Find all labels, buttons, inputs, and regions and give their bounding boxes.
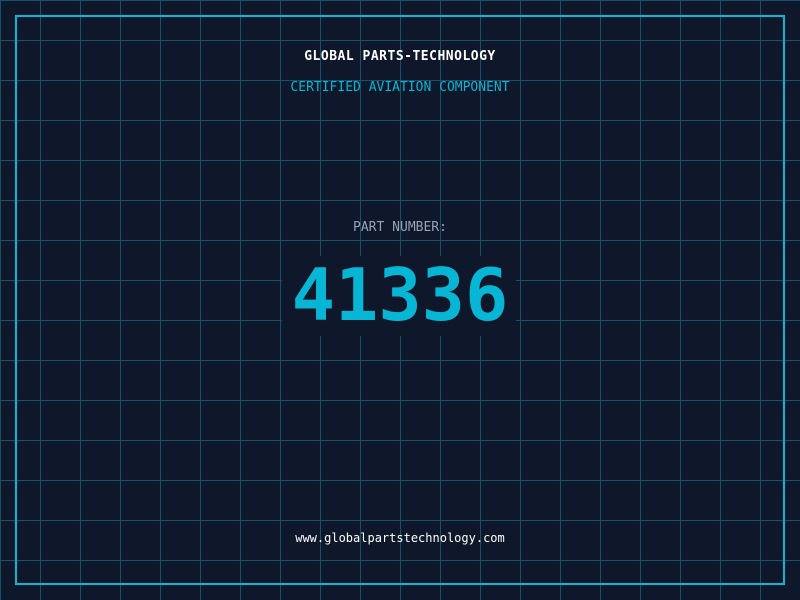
company-title: GLOBAL PARTS-TECHNOLOGY	[304, 49, 496, 64]
part-number-value: 41336	[291, 253, 509, 337]
certification-subtitle: CERTIFIED AVIATION COMPONENT	[290, 80, 510, 95]
part-number-label: PART NUMBER:	[353, 220, 447, 235]
website-url: www.globalpartstechnology.com	[295, 531, 505, 545]
part-number-backdrop	[282, 256, 516, 336]
border-frame	[15, 15, 785, 585]
